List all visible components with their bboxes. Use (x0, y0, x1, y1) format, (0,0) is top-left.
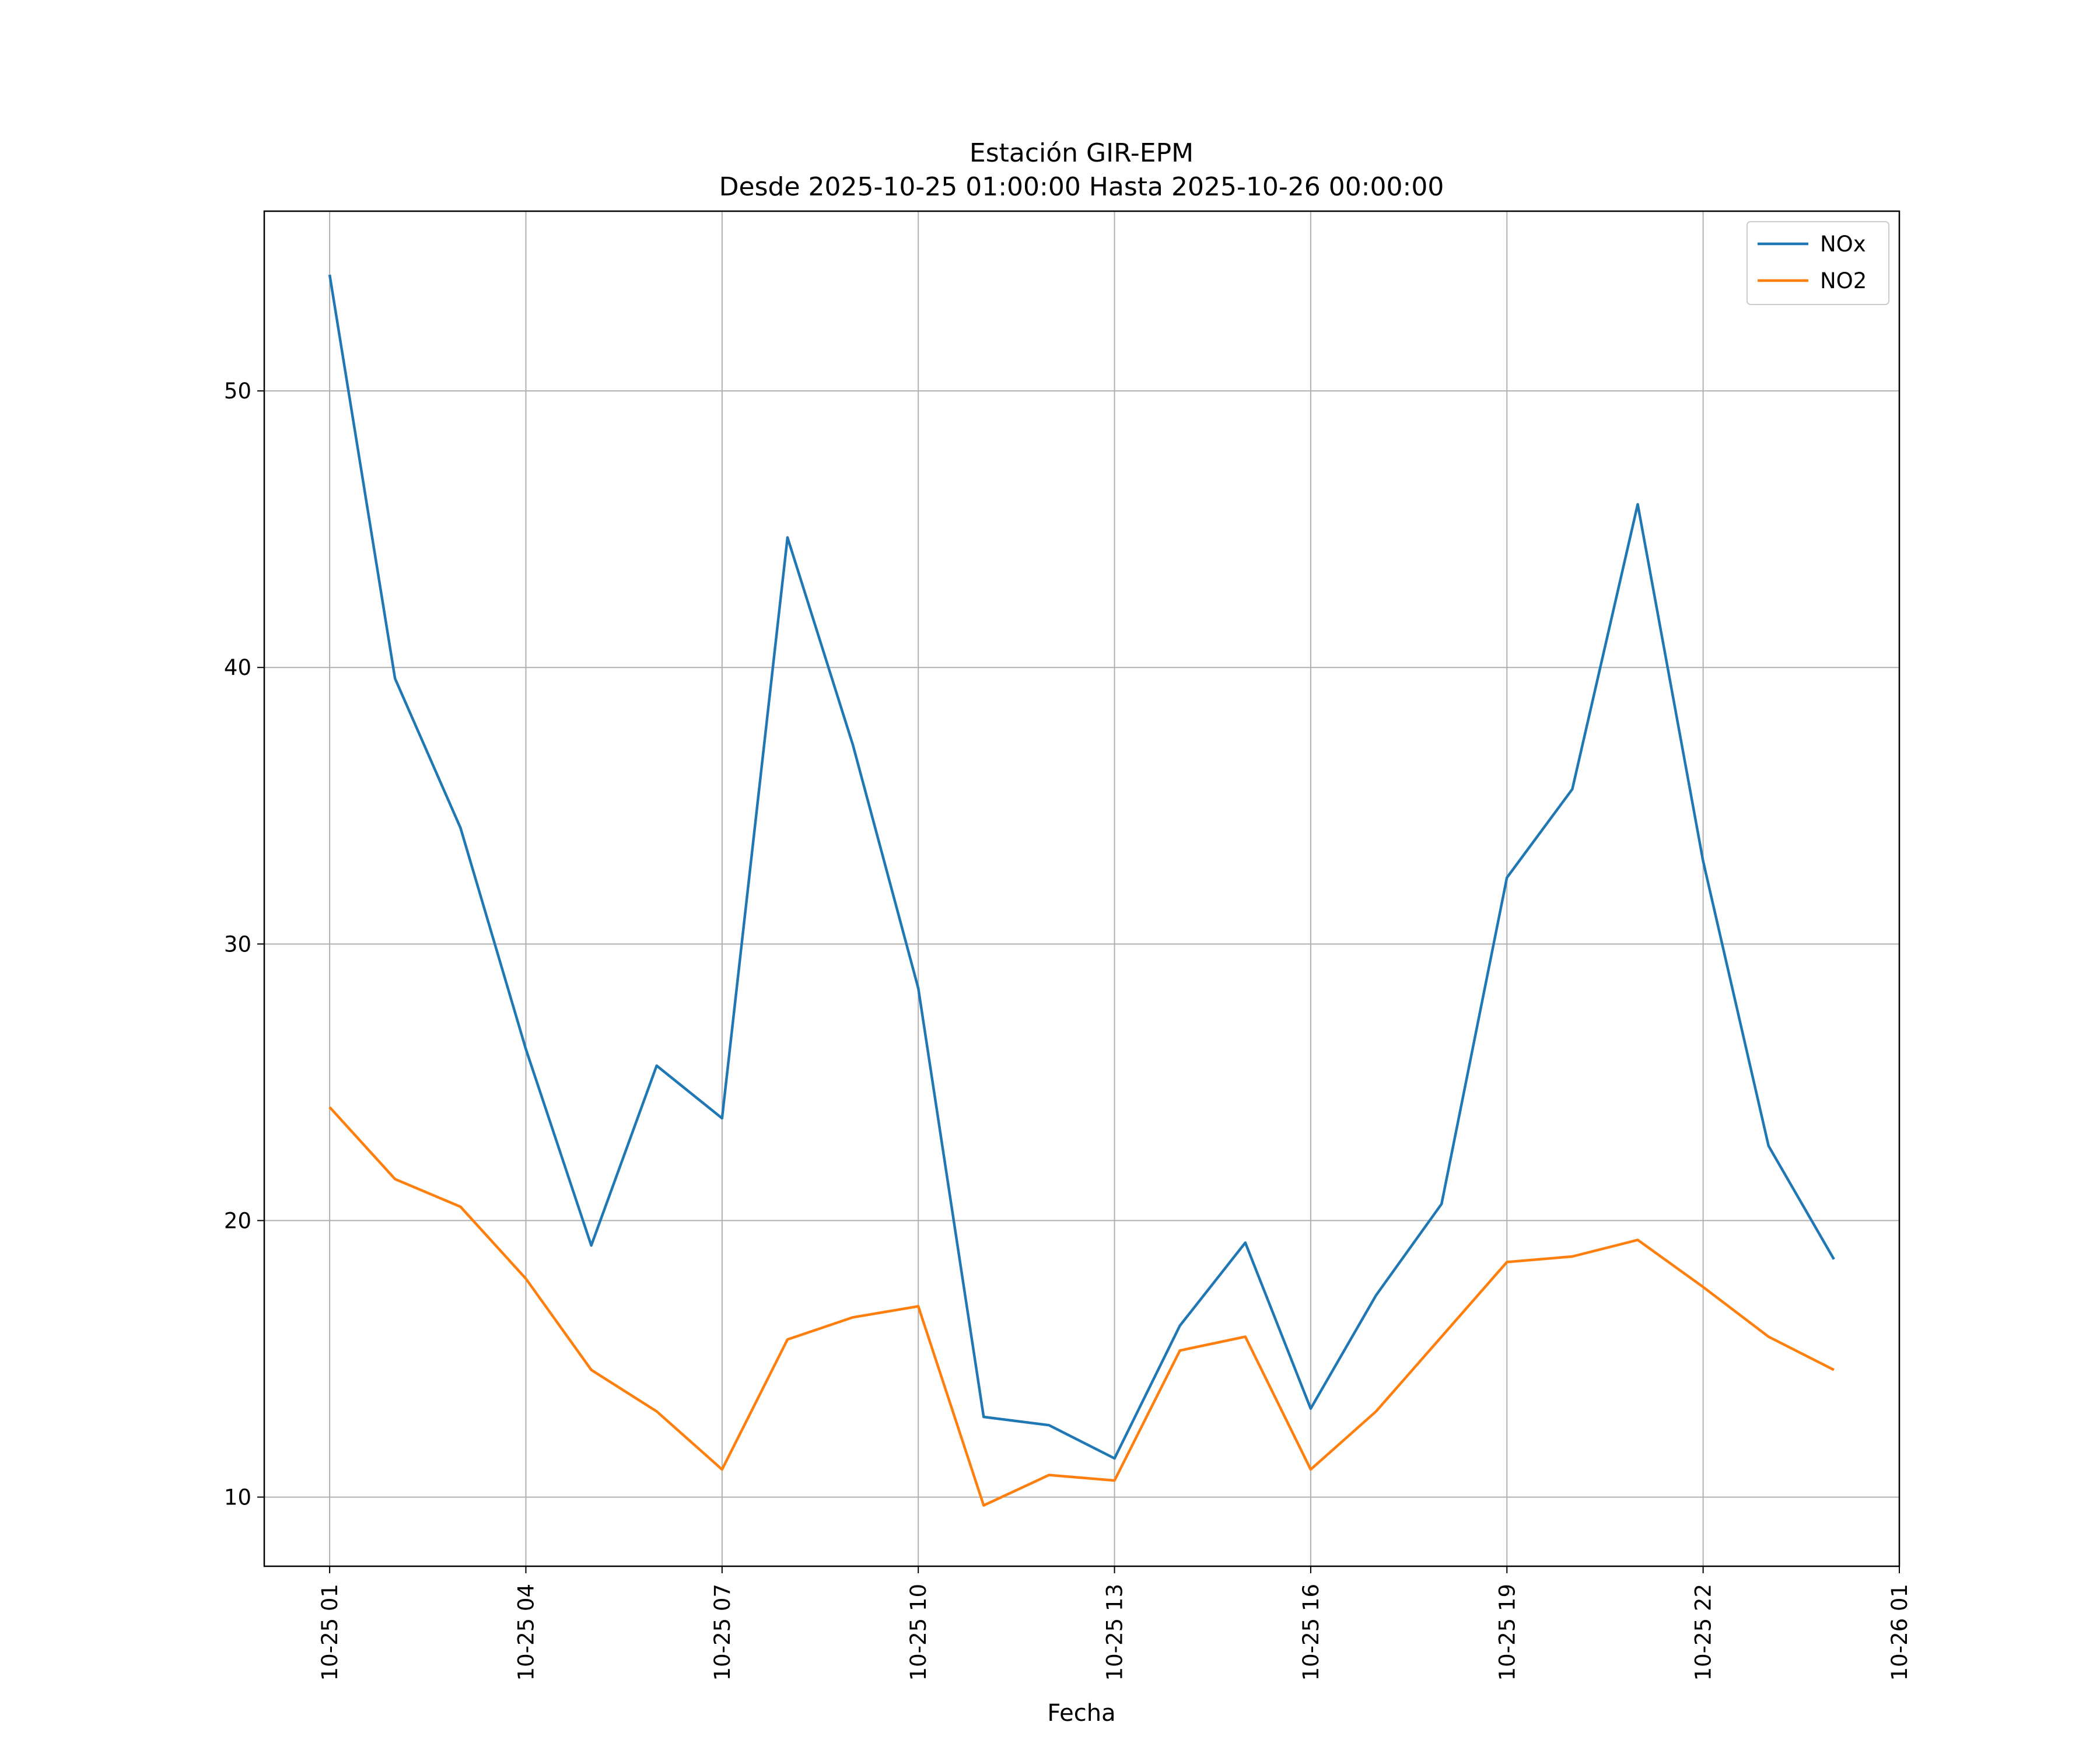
axis-ticks: 10-25 01 10-25 04 10-25 07 10-25 10 10-25 13… (224, 379, 1912, 1681)
x-tick-label: 10-25 04 (513, 1584, 538, 1681)
legend-label: NO2 (1820, 268, 1867, 293)
series-lines (328, 274, 1835, 1507)
x-tick-label: 10-25 16 (1298, 1584, 1324, 1681)
chart-title: Estación GIR-EPM (970, 138, 1194, 168)
series-line-no2 (328, 1106, 1835, 1507)
x-axis-label: Fecha (1047, 1700, 1115, 1727)
legend-box (1746, 221, 1889, 305)
x-tick-label: 10-25 07 (710, 1584, 735, 1681)
x-tick-label: 10-25 19 (1494, 1584, 1520, 1681)
y-tick-label: 50 (224, 379, 251, 404)
x-tick-label: 10-25 22 (1691, 1584, 1716, 1681)
y-tick-label: 40 (224, 655, 251, 680)
x-tick-label: 10-25 01 (317, 1584, 342, 1681)
series-line-nox (328, 274, 1835, 1460)
legend-label: NOx (1820, 232, 1866, 257)
x-tick-label: 10-25 10 (906, 1584, 931, 1681)
legend: NOx NO2 (1746, 221, 1889, 305)
y-tick-label: 10 (224, 1485, 251, 1510)
plot-area-frame (263, 210, 1901, 1567)
x-tick-label: 10-25 13 (1102, 1584, 1128, 1681)
x-tick-label: 10-26 01 (1887, 1584, 1912, 1681)
y-tick-label: 30 (224, 932, 251, 957)
chart-subtitle: Desde 2025-10-25 01:00:00 Hasta 2025-10-… (719, 172, 1444, 202)
y-tick-label: 20 (224, 1208, 251, 1233)
